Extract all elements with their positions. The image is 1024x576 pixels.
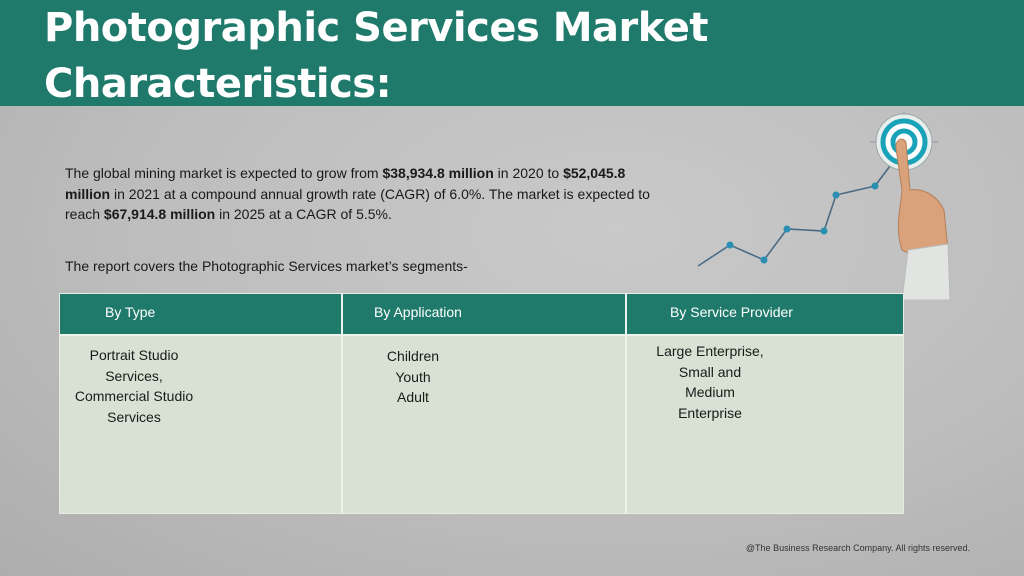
value-2025: $67,914.8 million	[103, 206, 216, 222]
copyright-footer: @The Business Research Company. All righ…	[745, 543, 970, 553]
header-by-application: By Application	[374, 304, 462, 320]
value-2020: $38,934.8 million	[382, 165, 494, 181]
intro-text-2: in 2020 to	[493, 165, 564, 181]
intro-text-3: in 2021 at a compound annual growth rate…	[65, 185, 650, 223]
intro-text-4: in 2025 at a CAGR of 5.5%.	[215, 206, 392, 222]
cell-application: Children Youth Adult	[363, 346, 463, 408]
application-line: Adult	[397, 389, 429, 405]
segments-table: By Type By Application By Service Provid…	[59, 293, 904, 514]
provider-line: Enterprise	[678, 404, 742, 421]
provider-line: Small and	[678, 363, 742, 380]
type-line: Commercial Studio	[74, 388, 194, 404]
type-line: Services,	[105, 367, 163, 384]
page-title: Photographic Services Market Characteris…	[44, 0, 804, 112]
cell-type: Portrait Studio Services, Commercial Stu…	[64, 345, 204, 427]
title-line-2: Characteristics:	[44, 61, 392, 107]
title-line-1: Photographic Services Market	[44, 5, 709, 51]
header-by-service-provider: By Service Provider	[670, 304, 793, 320]
column-divider-2	[625, 294, 627, 513]
provider-line: Large Enterprise,	[656, 343, 764, 359]
table-body-row	[60, 334, 903, 513]
application-line: Youth	[395, 368, 431, 385]
hand-touching-target-growth-line-icon	[697, 112, 950, 300]
column-divider-1	[341, 294, 343, 513]
market-intro-paragraph: The global mining market is expected to …	[65, 163, 665, 225]
header-divider	[60, 334, 903, 336]
header-by-type: By Type	[105, 304, 156, 320]
type-line: Portrait Studio	[89, 347, 179, 363]
intro-text-1: The global mining market is expected to …	[65, 165, 383, 181]
type-line: Services	[107, 408, 161, 425]
provider-line: Medium	[685, 384, 735, 400]
title-banner: Photographic Services Market Characteris…	[0, 0, 1024, 107]
value-2021: $52,045.8 million	[65, 165, 626, 202]
table-header-row	[60, 294, 903, 334]
segments-intro: The report covers the Photographic Servi…	[65, 258, 468, 274]
cell-service-provider: Large Enterprise, Small and Medium Enter…	[645, 341, 775, 423]
application-line: Children	[386, 348, 440, 364]
